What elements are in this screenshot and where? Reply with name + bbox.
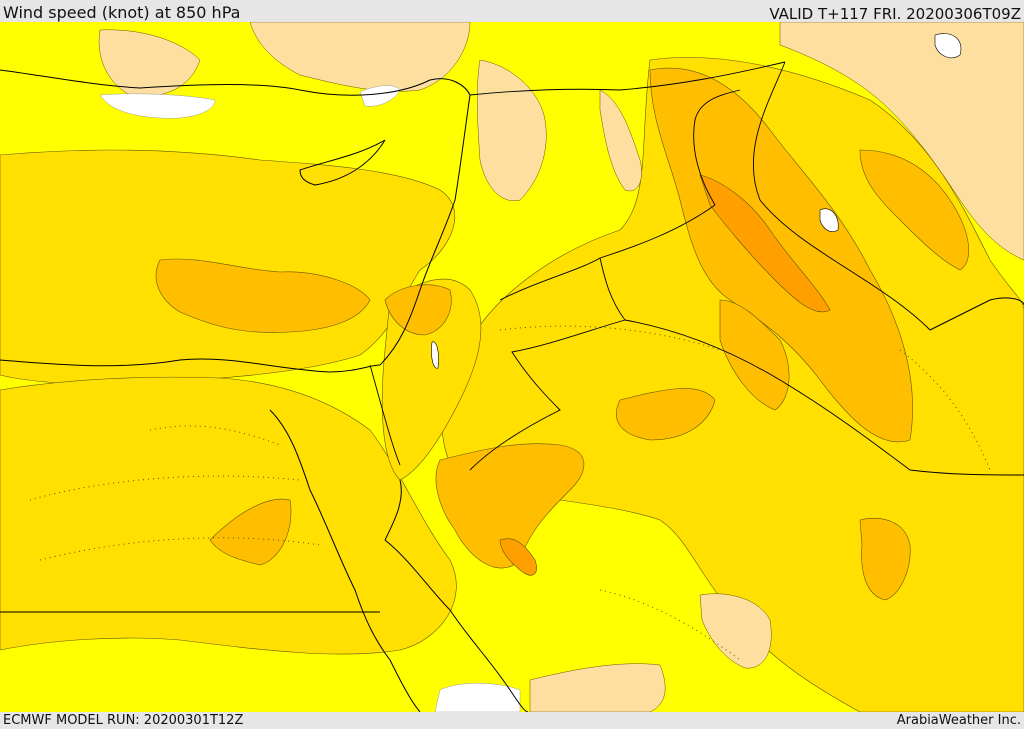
no-data-areas (99, 85, 521, 712)
border-syria-jordan (499, 204, 716, 301)
coast-egypt-north (0, 358, 381, 373)
coast-levant (379, 94, 471, 366)
credit-text: ArabiaWeather Inc. (896, 713, 1021, 728)
band2-south-iraq (719, 299, 790, 411)
coast-cyprus (299, 139, 386, 186)
calm-saudi-south (699, 593, 772, 669)
coast-persian-gulf (929, 297, 1024, 331)
footer-bar: ECMWF MODEL RUN: 20200301T12Z ArabiaWeat… (0, 712, 1024, 729)
dotted-contours (29, 325, 991, 661)
water-bodies (431, 33, 962, 369)
white-bottom (434, 683, 521, 712)
valid-time: VALID T+117 FRI. 20200306T09Z (769, 5, 1021, 23)
lake-van (934, 33, 962, 59)
calm-turkey-west (98, 29, 201, 97)
dead-sea (431, 341, 439, 369)
band2-gaza (384, 284, 452, 336)
model-run: ECMWF MODEL RUN: 20200301T12Z (3, 713, 244, 728)
calm-areas (98, 22, 1024, 712)
white-crete (99, 93, 216, 119)
coast-turkey-south (0, 69, 471, 96)
border-iraq-iran (752, 61, 931, 331)
band2-saudi-north (435, 443, 585, 569)
country-borders (0, 61, 1024, 613)
band2-jordan (615, 388, 716, 441)
wind-band-3 (499, 174, 831, 576)
calm-iran (779, 22, 1024, 261)
coast-sinai-west (269, 409, 421, 712)
band2-saudi-east (859, 517, 911, 601)
border-jordan-saudi (469, 319, 626, 471)
band3-saudi (499, 538, 537, 576)
map-title: Wind speed (knot) at 850 hPa (3, 3, 241, 22)
coast-gulf-aqaba (384, 479, 402, 541)
header-bar: Wind speed (knot) at 850 hPa VALID T+117… (0, 0, 1024, 23)
coastlines (0, 69, 1024, 712)
border-jordan-iraq (599, 257, 626, 321)
border-syria-iraq (693, 89, 741, 206)
calm-iraq-north (599, 89, 642, 192)
coast-red-sea-east (384, 539, 529, 712)
calm-syria (477, 59, 547, 202)
border-iraq-saudi (624, 319, 1024, 476)
band3-iraq-jet (699, 174, 831, 313)
lake-tharthar (819, 208, 839, 232)
border-turkey-syria (469, 61, 786, 96)
calm-yemen (529, 663, 666, 712)
band1-egypt (0, 376, 457, 655)
band2-med-center (155, 258, 371, 333)
band2-iraq-east (859, 149, 970, 271)
wind-speed-map (0, 22, 1024, 712)
border-egypt-israel (369, 364, 401, 466)
band2-sinai (209, 498, 292, 566)
